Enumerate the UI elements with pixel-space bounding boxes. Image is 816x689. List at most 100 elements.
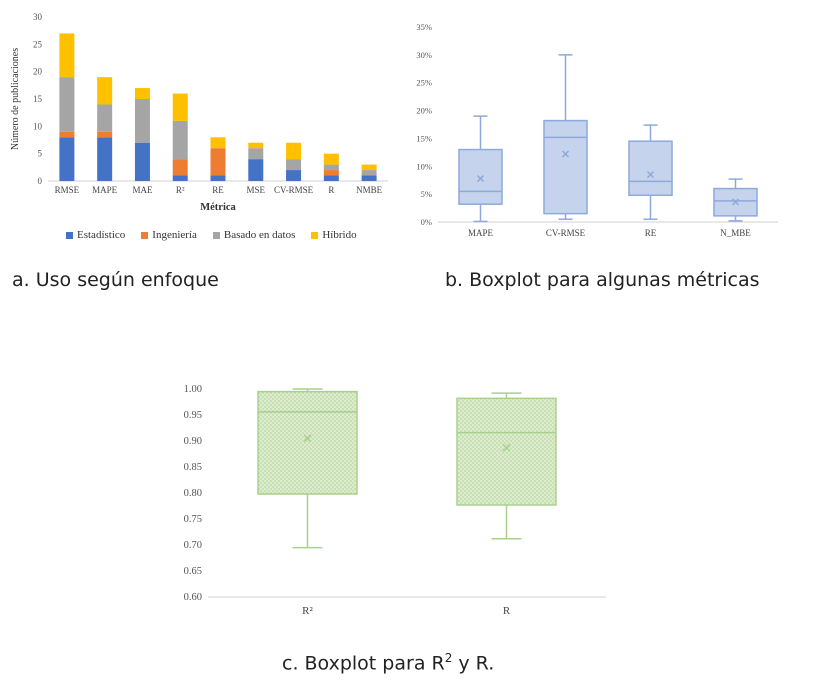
y-tick-label: 35% [416, 22, 432, 32]
y-tick-label: 5% [421, 189, 432, 199]
bar-segment [210, 175, 226, 181]
y-tick-label: 0.85 [184, 462, 202, 473]
legend-label: Ingeniería [152, 229, 197, 241]
y-tick-label: 0.90 [184, 436, 202, 447]
bar-segment [134, 142, 150, 181]
bar-segment [172, 120, 188, 160]
mean-marker [476, 175, 485, 183]
mean-marker [646, 171, 655, 179]
bar-segment [248, 159, 264, 181]
bar-segment [286, 159, 302, 171]
x-tick-label: R [328, 185, 334, 195]
box [257, 390, 358, 495]
y-axis-title: Número de publicaciones [10, 48, 21, 150]
x-tick-label: CV-RMSE [274, 185, 314, 195]
x-tick-label: R² [176, 185, 185, 195]
caption-c-suffix: y R. [452, 652, 495, 675]
y-tick-label: 0.80 [184, 488, 202, 499]
y-tick-label: 0.60 [184, 592, 202, 603]
chart-legend: Estadístico Ingeniería Basado en datos Híbr… [66, 229, 357, 241]
mean-marker [303, 434, 312, 443]
box [628, 140, 673, 197]
y-tick-label: 10 [33, 121, 43, 131]
y-tick-label: 10% [416, 161, 432, 171]
bar-segment [323, 175, 339, 181]
bar-segment [323, 164, 339, 171]
x-tick-label: MAE [132, 185, 153, 195]
y-tick-label: 25% [416, 78, 432, 88]
x-tick-label: N_MBE [720, 228, 751, 238]
y-tick-label: 30% [416, 50, 432, 60]
bar-segment [59, 137, 75, 181]
y-tick-label: 20% [416, 106, 432, 116]
y-tick-label: 15% [416, 133, 432, 143]
bar-segment [323, 153, 339, 165]
y-tick-label: 0 [38, 176, 43, 186]
y-tick-label: 0.95 [184, 410, 202, 421]
legend-label: Estadístico [77, 229, 126, 241]
bar-segment [59, 77, 75, 132]
x-tick-label: RE [645, 228, 657, 238]
legend-swatch [212, 231, 220, 239]
bar-segment [59, 33, 75, 78]
mean-marker [502, 443, 511, 452]
caption-b: b. Boxplot para algunas métricas [445, 269, 760, 291]
bar-segment [134, 99, 150, 143]
bar-segment [361, 175, 377, 181]
bar-segment [248, 142, 264, 149]
bar-segment [286, 142, 302, 160]
bar-segment [210, 148, 226, 176]
box [543, 119, 588, 215]
y-tick-label: 5 [38, 149, 43, 159]
y-tick-label: 15 [33, 94, 43, 104]
legend-swatch [141, 231, 149, 239]
boxplot-r2-r-chart: 0.60 0.65 0.70 0.75 0.80 0.85 0.90 0.95 1.00 R² R [184, 384, 606, 617]
bar-segment [172, 175, 188, 181]
legend-swatch [311, 231, 319, 239]
bar-segment [323, 170, 339, 176]
y-tick-label: 0.65 [184, 566, 202, 577]
x-tick-label: NMBE [356, 185, 383, 195]
legend-label: Híbrido [322, 229, 357, 241]
bar-segment [97, 131, 113, 138]
x-tick-label: MAPE [468, 228, 494, 238]
bar-segment [97, 137, 113, 181]
y-tick-label: 1.00 [184, 384, 202, 395]
caption-c-text: c. Boxplot para R [282, 652, 445, 675]
y-tick-label: 0.75 [184, 514, 202, 525]
y-tick-label: 0.70 [184, 540, 202, 551]
y-tick-label: 25 [33, 39, 43, 49]
bar-segment [286, 170, 302, 181]
legend-label: Basado en datos [223, 229, 296, 241]
legend-item: Estadístico [66, 229, 125, 241]
bar-segment [361, 170, 377, 176]
mean-marker [731, 198, 740, 206]
x-tick-label: MAPE [92, 185, 118, 195]
y-tick-label: 0% [421, 217, 432, 227]
legend-swatch [66, 231, 73, 239]
caption-c: c. Boxplot para R2 y R. [282, 651, 494, 674]
x-tick-label: R² [302, 605, 313, 617]
bar-segment [97, 77, 113, 105]
y-tick-label: 30 [33, 12, 43, 22]
box [456, 397, 557, 506]
bar-segment [134, 88, 150, 99]
legend-item: Híbrido [311, 229, 357, 241]
boxplot-metrics-chart: 0% 5% 10% 15% 20% 25% 30% 35% MAPE CV-RMSE RE N_MBE [416, 22, 778, 238]
stacked-bar-chart: 0 5 10 15 20 25 30 RMSE MAPE MAE R² RE MSE CV-RMSE R NM… [10, 12, 388, 213]
bar-segment [361, 164, 377, 171]
x-tick-label: RMSE [55, 185, 80, 195]
box [458, 148, 503, 205]
bar-segment [172, 93, 188, 121]
caption-c-superscript: 2 [444, 651, 453, 665]
legend-item: Basado en datos [212, 229, 296, 241]
bar-segment [172, 159, 188, 176]
bar-segment [248, 148, 264, 160]
bar-segment [97, 104, 113, 132]
bar-segment [59, 131, 75, 138]
x-tick-label: R [503, 605, 511, 617]
bar-segment [210, 137, 226, 149]
x-tick-label: RE [212, 185, 224, 195]
x-axis-title: Métrica [200, 202, 236, 213]
mean-marker [561, 150, 570, 158]
